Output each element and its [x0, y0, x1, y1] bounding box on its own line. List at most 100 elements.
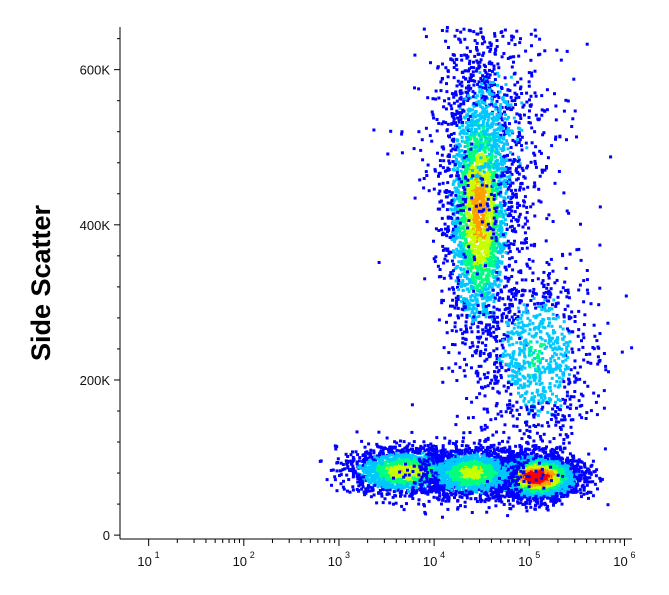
data-point-1320	[431, 97, 435, 101]
data-point-1196	[445, 82, 448, 86]
data-point-2137	[479, 320, 483, 324]
data-point-2273	[490, 242, 494, 246]
data-point-2086	[476, 140, 480, 144]
data-point-2259	[471, 287, 475, 290]
data-point-2280	[542, 301, 545, 305]
data-point-3558	[542, 456, 546, 460]
data-point-2391	[455, 109, 459, 113]
data-point-1735	[516, 170, 520, 174]
data-point-2547	[502, 196, 506, 200]
data-point-847	[501, 214, 505, 218]
data-point-2477	[456, 229, 460, 232]
data-point-1233	[467, 84, 471, 88]
data-point-1210	[510, 219, 513, 223]
data-point-1880	[484, 70, 488, 74]
data-point-2047	[505, 171, 509, 174]
data-point-2262	[461, 216, 465, 220]
data-point-1542	[503, 243, 507, 247]
data-point-1951	[492, 95, 496, 99]
data-point-1629	[517, 223, 521, 227]
data-point-2318	[495, 142, 499, 146]
data-point-1770	[476, 236, 480, 240]
data-point-1968	[442, 159, 446, 163]
data-point-23	[470, 228, 474, 232]
data-point-1551	[457, 118, 461, 122]
data-point-1814	[491, 317, 494, 321]
data-point-1048	[445, 320, 448, 324]
data-point-2067	[495, 293, 499, 297]
data-point-374	[516, 205, 519, 209]
data-point-1228	[508, 122, 511, 126]
data-point-1377	[447, 102, 451, 106]
data-point-2033	[477, 249, 480, 253]
data-point-1547	[494, 155, 498, 159]
data-point-2439	[457, 183, 461, 187]
data-point-2567	[470, 235, 474, 239]
data-point-2386	[496, 190, 500, 194]
data-point-4765	[511, 496, 515, 500]
data-point-575	[487, 323, 491, 327]
data-point-2435	[463, 330, 466, 334]
data-point-1322	[486, 279, 489, 283]
data-point-3142	[572, 456, 576, 460]
data-point-1953	[471, 273, 475, 277]
data-point-2146	[481, 217, 485, 221]
data-point-2460	[454, 160, 458, 164]
data-point-2294	[488, 259, 492, 263]
data-point-2150	[467, 189, 471, 193]
data-point-990	[511, 216, 515, 219]
data-point-718	[471, 108, 475, 112]
data-point-2486	[458, 126, 462, 130]
data-point-537	[472, 188, 476, 192]
data-point-2128	[466, 215, 470, 219]
data-point-2448	[503, 110, 506, 114]
data-point-1151	[497, 283, 501, 287]
data-point-1206	[484, 241, 488, 245]
data-point-1801	[467, 277, 471, 281]
data-point-2463	[468, 201, 472, 205]
data-point-205	[473, 279, 477, 283]
data-point-2612	[553, 448, 556, 452]
data-point-1599	[471, 303, 475, 307]
data-point-495	[508, 184, 512, 188]
data-point-2479	[483, 98, 487, 102]
data-point-511	[479, 130, 483, 134]
data-point-1517	[456, 285, 459, 289]
data-point-412	[485, 357, 489, 361]
data-point-1355	[460, 157, 464, 161]
data-point-2454	[442, 120, 446, 124]
data-point-753	[462, 308, 466, 311]
data-point-1805	[509, 289, 513, 293]
data-point-2557	[494, 197, 498, 201]
data-point-1280	[432, 239, 435, 243]
data-point-1685	[510, 205, 514, 209]
data-point-1744	[484, 234, 488, 238]
data-point-254	[478, 377, 482, 381]
data-point-85	[477, 321, 481, 325]
data-point-2154	[479, 114, 483, 118]
data-point-1186	[441, 244, 445, 248]
data-point-1908	[481, 98, 484, 102]
data-point-235	[482, 78, 486, 82]
data-point-1872	[458, 240, 462, 244]
data-point-1582	[470, 150, 474, 154]
data-point-1288	[449, 250, 453, 254]
data-point-3079	[477, 488, 481, 492]
data-point-1487	[488, 326, 492, 330]
data-points-layer	[318, 26, 634, 519]
data-point-2266	[469, 160, 473, 163]
data-point-1972	[501, 163, 504, 167]
data-point-1909	[505, 126, 508, 130]
data-point-2348	[502, 181, 506, 185]
data-point-2194	[486, 277, 490, 281]
data-point-875	[477, 315, 481, 318]
data-point-624	[516, 135, 520, 139]
data-point-3216	[570, 488, 574, 492]
data-point-1060	[470, 214, 474, 218]
data-point-1437	[478, 117, 482, 121]
data-point-1495	[455, 124, 459, 127]
data-point-950	[470, 75, 473, 78]
data-point-2212	[476, 196, 480, 200]
data-point-4909	[546, 492, 549, 496]
data-point-2500	[478, 265, 482, 269]
